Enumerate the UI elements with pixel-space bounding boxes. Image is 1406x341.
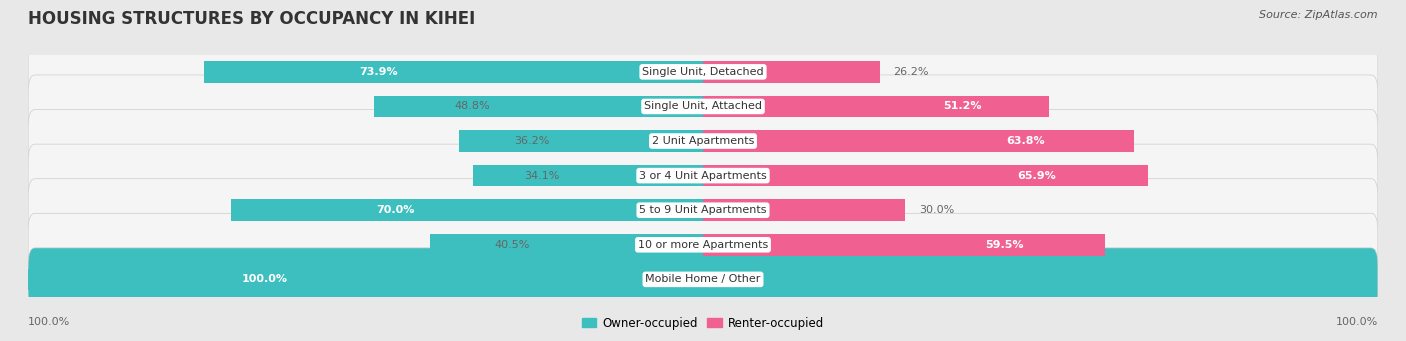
Bar [204, 61, 703, 83]
Text: 59.5%: 59.5% [986, 240, 1024, 250]
Bar [703, 199, 905, 221]
Text: 63.8%: 63.8% [1007, 136, 1045, 146]
Bar [703, 130, 1133, 152]
Text: 70.0%: 70.0% [377, 205, 415, 215]
Text: Single Unit, Attached: Single Unit, Attached [644, 101, 762, 112]
Text: 65.9%: 65.9% [1017, 170, 1056, 181]
Bar [703, 96, 1049, 117]
Text: 36.2%: 36.2% [515, 136, 550, 146]
Text: 100.0%: 100.0% [28, 317, 70, 327]
Text: 34.1%: 34.1% [524, 170, 560, 181]
Bar [703, 234, 1105, 255]
Bar [374, 96, 703, 117]
FancyBboxPatch shape [28, 179, 1378, 242]
Bar [472, 165, 703, 186]
Bar [458, 130, 703, 152]
Text: Source: ZipAtlas.com: Source: ZipAtlas.com [1260, 10, 1378, 20]
Text: 100.0%: 100.0% [242, 275, 287, 284]
FancyBboxPatch shape [28, 213, 1378, 276]
Text: 100.0%: 100.0% [1336, 317, 1378, 327]
Text: HOUSING STRUCTURES BY OCCUPANCY IN KIHEI: HOUSING STRUCTURES BY OCCUPANCY IN KIHEI [28, 10, 475, 28]
Bar [231, 199, 703, 221]
Bar [28, 269, 703, 290]
Legend: Owner-occupied, Renter-occupied: Owner-occupied, Renter-occupied [578, 312, 828, 334]
Text: 0.0%: 0.0% [717, 275, 745, 284]
Text: 26.2%: 26.2% [893, 67, 929, 77]
FancyBboxPatch shape [28, 144, 1378, 207]
Text: 10 or more Apartments: 10 or more Apartments [638, 240, 768, 250]
Text: 5 to 9 Unit Apartments: 5 to 9 Unit Apartments [640, 205, 766, 215]
Text: 30.0%: 30.0% [920, 205, 955, 215]
Text: 3 or 4 Unit Apartments: 3 or 4 Unit Apartments [640, 170, 766, 181]
FancyBboxPatch shape [28, 75, 1378, 138]
FancyBboxPatch shape [28, 248, 1378, 311]
Bar [703, 61, 880, 83]
FancyBboxPatch shape [28, 109, 1378, 173]
Text: 48.8%: 48.8% [454, 101, 491, 112]
Bar [703, 165, 1147, 186]
Text: 2 Unit Apartments: 2 Unit Apartments [652, 136, 754, 146]
Bar [430, 234, 703, 255]
Text: Mobile Home / Other: Mobile Home / Other [645, 275, 761, 284]
Text: 51.2%: 51.2% [943, 101, 981, 112]
FancyBboxPatch shape [28, 40, 1378, 103]
Text: 73.9%: 73.9% [360, 67, 398, 77]
Text: Single Unit, Detached: Single Unit, Detached [643, 67, 763, 77]
Text: 40.5%: 40.5% [494, 240, 530, 250]
